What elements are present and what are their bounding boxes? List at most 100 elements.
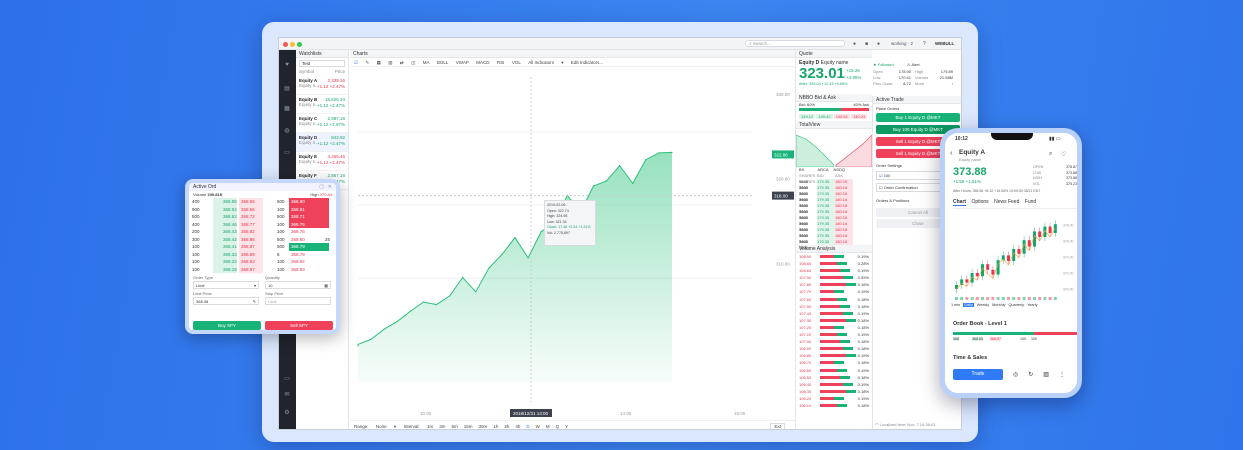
sell-spy-button[interactable]: Sell SPY xyxy=(265,321,333,330)
interval-2h[interactable]: 2h xyxy=(504,424,510,429)
ladder-row[interactable]: 900 368.54 368.66 100 368.81 xyxy=(189,205,336,213)
more-icon[interactable]: ⋮ xyxy=(1058,372,1075,378)
indicator-vol[interactable]: VOL xyxy=(511,60,521,65)
chart-icon[interactable]: ▨ xyxy=(1043,372,1059,378)
close-dot[interactable] xyxy=(283,42,288,47)
all-indicators-dropdown[interactable]: All Indicators ▾ xyxy=(528,60,564,65)
phone-period-5[interactable]: Yearly xyxy=(1027,303,1038,307)
back-icon[interactable]: ‹ xyxy=(950,150,953,157)
interval-1h[interactable]: 1h xyxy=(493,424,499,429)
link-icon[interactable]: ◎ xyxy=(1013,372,1029,378)
ladder-row[interactable]: 100 368.41 368.87 500 368.79 xyxy=(189,243,336,251)
phone-candle-chart[interactable]: 378.00 376.00 374.00 372.00 370.00 xyxy=(951,213,1079,301)
phone-tab-fund[interactable]: Fund xyxy=(1024,199,1037,205)
screen-icon[interactable]: ▭ xyxy=(284,376,290,382)
heart-icon[interactable]: ♥ xyxy=(285,62,289,68)
interval-5m[interactable]: 5m xyxy=(451,424,458,429)
buy-100-button[interactable]: Buy 100 Equity D @MKT xyxy=(876,125,960,134)
tab-nsdq[interactable]: NSDQ xyxy=(833,167,846,172)
pen-icon[interactable]: ✎ xyxy=(365,60,370,65)
ladder-row[interactable]: 200 368.43 368.82 100 368.76 xyxy=(192,228,305,236)
watchlist-item[interactable]: Equity B Equity n... 16,626.34 +1.12 +2.47% xyxy=(296,95,348,114)
ladder-row[interactable]: 100 368.19 368.97 100 368.83 xyxy=(192,265,305,273)
limit-price-input[interactable]: 368.38 ✎ xyxy=(193,297,259,305)
phone-tab-chart[interactable]: Chart xyxy=(953,199,967,206)
interval-Y[interactable]: Y xyxy=(565,424,569,429)
minimize-dot[interactable] xyxy=(290,42,295,47)
watchlist-item[interactable]: Equity E Equity n... 4,455.45 +1.12 +2.47% xyxy=(296,152,348,171)
camera-icon[interactable]: ◫ xyxy=(411,60,416,65)
interval-15m[interactable]: 15m xyxy=(463,424,473,429)
indicator-macd[interactable]: MACD xyxy=(476,60,490,65)
watchlist-filter[interactable]: Test xyxy=(299,60,345,67)
alert-button[interactable]: ⚠ Alert xyxy=(906,62,920,67)
indicator-ma[interactable]: MA xyxy=(422,60,430,65)
cancel-all-button[interactable]: Cancel All xyxy=(876,208,960,217)
ladder-row[interactable]: 300 368.42 368.86 500 368.80 25 xyxy=(192,235,330,243)
help-icon[interactable]: ? xyxy=(923,41,926,47)
account-selector[interactable]: working · 2 xyxy=(891,41,914,46)
indicator-boll[interactable]: BOLL xyxy=(436,60,449,65)
layout-icon[interactable]: ▦ xyxy=(376,60,381,65)
user-icon[interactable]: ● xyxy=(877,41,881,47)
buy-1-button[interactable]: Buy 1 Equity D @MKT xyxy=(876,113,960,122)
compare-icon[interactable]: ⇄ xyxy=(399,60,404,65)
interval-M[interactable]: M xyxy=(545,424,550,429)
globe-icon[interactable]: ◍ xyxy=(284,128,290,134)
search-icon[interactable]: ⌕ xyxy=(1049,151,1053,157)
watchlist-item[interactable]: Equity A Equity n... 2,339.16 +1.12 +2.47% xyxy=(296,76,348,95)
stop-price-input[interactable]: Limit xyxy=(265,297,331,305)
refresh-icon[interactable]: ↻ xyxy=(1028,372,1044,378)
ext-toggle[interactable]: Ext xyxy=(770,423,785,429)
mail-icon[interactable]: ✉ xyxy=(284,392,290,398)
close-button[interactable]: Close xyxy=(876,219,960,228)
followed-button[interactable]: ★ Followed xyxy=(873,62,894,67)
phone-period-0[interactable]: 1 min xyxy=(951,303,961,307)
col-price[interactable]: Price xyxy=(334,69,345,74)
tab-arca[interactable]: ARCA xyxy=(817,167,829,172)
watchlist-item[interactable]: Equity D Equity n... 842.92 +1.12 +2.47% xyxy=(296,133,348,152)
phone-tab-options[interactable]: Options xyxy=(971,199,989,205)
message-icon[interactable]: ■ xyxy=(865,41,869,47)
ladder-row[interactable]: 100 368.33 368.89 8 368.79 xyxy=(192,250,305,258)
trade-button[interactable]: Trade xyxy=(953,369,1003,380)
news-icon[interactable]: ▦ xyxy=(284,106,290,112)
indicator-vwap[interactable]: VWAP xyxy=(455,60,469,65)
chart-icon[interactable]: ▤ xyxy=(284,86,290,92)
tab-bx[interactable]: BX xyxy=(799,167,805,172)
edit-indicators-button[interactable]: Edit Indicators... xyxy=(570,60,604,65)
interval-30m[interactable]: 30m xyxy=(478,424,488,429)
interval-W[interactable]: W xyxy=(535,424,540,429)
bell-icon[interactable]: ● xyxy=(853,41,857,47)
sell-100-button[interactable]: Sell 1 Equity D @MKT xyxy=(876,149,960,158)
popout-icon[interactable]: ▢ xyxy=(319,184,324,190)
card-icon[interactable]: ▭ xyxy=(284,150,290,156)
phone-period-1[interactable]: Daily xyxy=(963,303,974,307)
checkbox-icon[interactable]: ☑ xyxy=(354,60,359,65)
search-input[interactable]: ⌕ Search... xyxy=(745,40,845,47)
phone-period-4[interactable]: Quarterly xyxy=(1008,303,1025,307)
indicator-rsi[interactable]: RSI xyxy=(496,60,505,65)
interval-1m[interactable]: 1m xyxy=(426,424,434,429)
interval-3m[interactable]: 3m xyxy=(439,424,446,429)
watchlist-item[interactable]: Equity C Equity n... 2,987.18 +1.12 +2.97% xyxy=(296,114,348,133)
order-type-select[interactable]: Limit ▾ xyxy=(193,281,259,289)
interval-D[interactable]: D xyxy=(526,424,530,429)
sell-1-button[interactable]: Sell 1 Equity D @MKT xyxy=(876,137,960,146)
close-icon[interactable]: ✕ xyxy=(327,184,332,190)
interval-Q[interactable]: Q xyxy=(555,424,560,429)
heart-icon[interactable]: ♡ xyxy=(1061,152,1067,158)
ladder-row[interactable]: 400 368.55 368.65 500 368.80 xyxy=(189,198,336,206)
settings-icon[interactable]: ⚙ xyxy=(284,410,290,416)
interval-4h[interactable]: 4h xyxy=(515,424,521,429)
col-symbol[interactable]: Symbol xyxy=(299,69,315,74)
phone-period-3[interactable]: Monthly xyxy=(992,303,1006,307)
ladder-row[interactable]: 500 368.53 368.72 500 368.71 xyxy=(189,213,336,221)
bars-icon[interactable]: ▥ xyxy=(388,60,393,65)
phone-period-2[interactable]: Weekly xyxy=(976,303,990,307)
ladder-row[interactable]: 100 368.22 368.83 100 368.82 xyxy=(192,258,305,266)
phone-tab-news[interactable]: News Feed xyxy=(994,199,1020,205)
maximize-dot[interactable] xyxy=(297,42,302,47)
ladder-row[interactable]: 400 368.46 368.77 100 368.75 xyxy=(189,220,336,228)
range-select[interactable]: None ▾ xyxy=(375,424,397,429)
